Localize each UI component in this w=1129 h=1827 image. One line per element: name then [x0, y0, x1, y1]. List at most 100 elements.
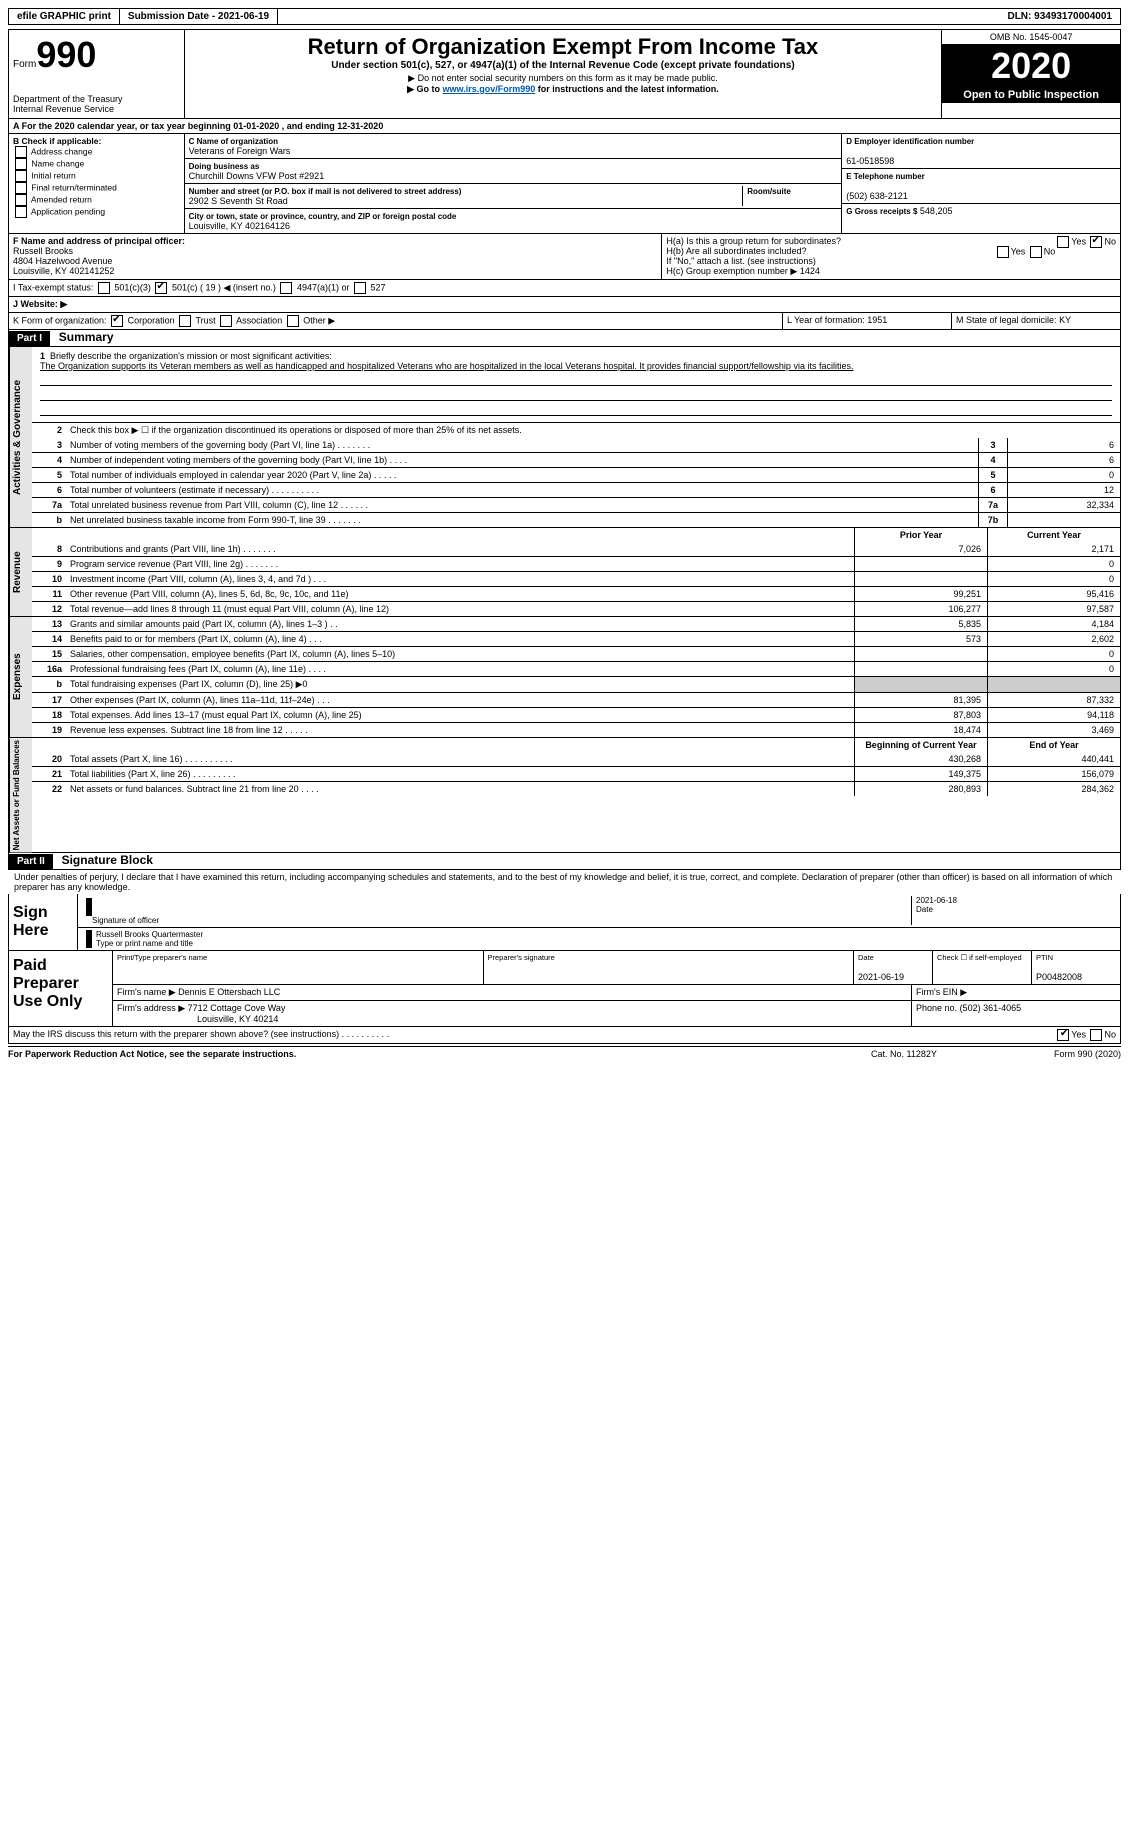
firm-addr2: Louisville, KY 40214 — [197, 1014, 278, 1024]
footer-right: Form 990 (2020) — [991, 1049, 1121, 1059]
part1-tag: Part I — [9, 331, 50, 346]
officer-label: F Name and address of principal officer: — [13, 236, 185, 246]
box-b-opt[interactable] — [15, 206, 27, 218]
ha-label: H(a) Is this a group return for subordin… — [666, 236, 841, 246]
col-prior: Prior Year — [854, 528, 987, 542]
discuss-text: May the IRS discuss this return with the… — [13, 1029, 389, 1039]
fh-row: F Name and address of principal officer:… — [8, 234, 1121, 280]
box-deg: D Employer identification number 61-0518… — [841, 134, 1120, 233]
m-value: KY — [1059, 315, 1071, 325]
box-b-opt[interactable] — [15, 170, 27, 182]
city-label: City or town, state or province, country… — [189, 212, 457, 221]
street-address: 2902 S Seventh St Road — [189, 196, 288, 206]
discuss-no[interactable] — [1090, 1029, 1102, 1041]
col-current: Current Year — [987, 528, 1120, 542]
i-527[interactable] — [354, 282, 366, 294]
discuss-yes[interactable] — [1057, 1029, 1069, 1041]
box-i-row: I Tax-exempt status: 501(c)(3) 501(c) ( … — [8, 280, 1121, 297]
sig-officer-label: Signature of officer — [92, 916, 159, 925]
hc-label: H(c) Group exemption number ▶ — [666, 266, 797, 276]
box-c: C Name of organization Veterans of Forei… — [185, 134, 842, 233]
city-value: Louisville, KY 402164126 — [189, 221, 290, 231]
preparer-side-label: Paid Preparer Use Only — [9, 951, 113, 1026]
submission-date: Submission Date - 2021-06-19 — [120, 9, 278, 24]
na-section: Net Assets or Fund Balances Beginning of… — [8, 738, 1121, 853]
officer-addr1: 4804 Hazelwood Avenue — [13, 256, 112, 266]
line2: Check this box ▶ ☐ if the organization d… — [66, 423, 1120, 438]
omb-number: OMB No. 1545-0047 — [942, 30, 1120, 45]
part2-title: Signature Block — [56, 853, 153, 867]
footer-mid: Cat. No. 11282Y — [871, 1049, 991, 1059]
form-title: Return of Organization Exempt From Incom… — [189, 34, 938, 60]
sidetab-gov: Activities & Governance — [9, 347, 32, 527]
form-header: Form990 Department of the Treasury Inter… — [8, 29, 1121, 119]
open-inspection: Open to Public Inspection — [942, 87, 1120, 103]
note-goto-pre: ▶ Go to — [407, 84, 442, 94]
sidetab-exp: Expenses — [9, 617, 32, 737]
sig-name-label: Type or print name and title — [96, 939, 193, 948]
top-bar: efile GRAPHIC print Submission Date - 20… — [8, 8, 1121, 25]
department: Department of the Treasury Internal Reve… — [13, 94, 180, 114]
addr-label: Number and street (or P.O. box if mail i… — [189, 187, 462, 196]
sign-here-block: Sign Here Signature of officer 2021-06-1… — [8, 894, 1121, 951]
klm-row: K Form of organization: Corporation Trus… — [8, 313, 1121, 330]
org-name-label: C Name of organization — [189, 137, 278, 146]
dln-number: DLN: 93493170004001 — [999, 9, 1120, 24]
i-501c3[interactable] — [98, 282, 110, 294]
i-501c[interactable] — [155, 282, 167, 294]
line-a-tax-year: A For the 2020 calendar year, or tax yea… — [8, 119, 1121, 134]
k-assoc[interactable] — [220, 315, 232, 327]
gross-value: 548,205 — [920, 206, 953, 216]
sig-date-val: 2021-06-18 — [916, 896, 957, 905]
box-b-opt[interactable] — [15, 182, 27, 194]
dba-label: Doing business as — [189, 162, 260, 171]
org-name: Veterans of Foreign Wars — [189, 146, 291, 156]
k-trust[interactable] — [179, 315, 191, 327]
firm-name: Dennis E Ottersbach LLC — [178, 987, 280, 997]
gov-section: Activities & Governance 1 Briefly descri… — [8, 347, 1121, 528]
k-label: K Form of organization: — [13, 315, 107, 325]
mission-block: 1 Briefly describe the organization's mi… — [32, 347, 1120, 422]
box-b-opt[interactable] — [15, 146, 27, 158]
room-label: Room/suite — [747, 187, 791, 196]
part1-title: Summary — [53, 330, 114, 344]
form-word: Form — [13, 59, 36, 70]
form-number: 990 — [36, 34, 96, 75]
box-h: H(a) Is this a group return for subordin… — [662, 234, 1120, 279]
ein-value: 61-0518598 — [846, 156, 894, 166]
footer-left: For Paperwork Reduction Act Notice, see … — [8, 1049, 871, 1059]
k-corp[interactable] — [111, 315, 123, 327]
col-end: End of Year — [987, 738, 1120, 752]
i-4947[interactable] — [280, 282, 292, 294]
header-grid: B Check if applicable: Address change Na… — [8, 134, 1121, 234]
hb-label: H(b) Are all subordinates included? — [666, 246, 806, 256]
website-label: J Website: ▶ — [13, 299, 67, 309]
box-b: B Check if applicable: Address change Na… — [9, 134, 185, 233]
irs-link[interactable]: www.irs.gov/Form990 — [443, 84, 536, 94]
hc-value: 1424 — [800, 266, 820, 276]
efile-print-button[interactable]: efile GRAPHIC print — [9, 9, 120, 24]
k-other[interactable] — [287, 315, 299, 327]
box-b-opt[interactable] — [15, 158, 27, 170]
firm-addr1: 7712 Cottage Cove Way — [188, 1003, 286, 1013]
firm-phone: (502) 361-4065 — [960, 1003, 1022, 1013]
m-label: M State of legal domicile: — [956, 315, 1057, 325]
l-value: 1951 — [867, 315, 887, 325]
tax-year: 2020 — [942, 45, 1120, 87]
sidetab-na: Net Assets or Fund Balances — [9, 738, 32, 852]
part2-tag: Part II — [9, 854, 53, 869]
hb-no[interactable] — [1030, 246, 1042, 258]
hb-yes[interactable] — [997, 246, 1009, 258]
sig-name: Russell Brooks Quartermaster — [96, 930, 203, 939]
prep-date: 2021-06-19 — [858, 972, 904, 982]
ha-yes[interactable] — [1057, 236, 1069, 248]
part1-header: Part I Summary — [8, 330, 1121, 347]
tax-exempt-label: I Tax-exempt status: — [13, 282, 93, 292]
officer-addr2: Louisville, KY 402141252 — [13, 266, 114, 276]
box-j-row: J Website: ▶ — [8, 297, 1121, 313]
box-b-opt[interactable] — [15, 194, 27, 206]
sidetab-rev: Revenue — [9, 528, 32, 616]
dba-name: Churchill Downs VFW Post #2921 — [189, 171, 325, 181]
sig-date-label: Date — [916, 905, 933, 914]
ha-no[interactable] — [1090, 236, 1102, 248]
